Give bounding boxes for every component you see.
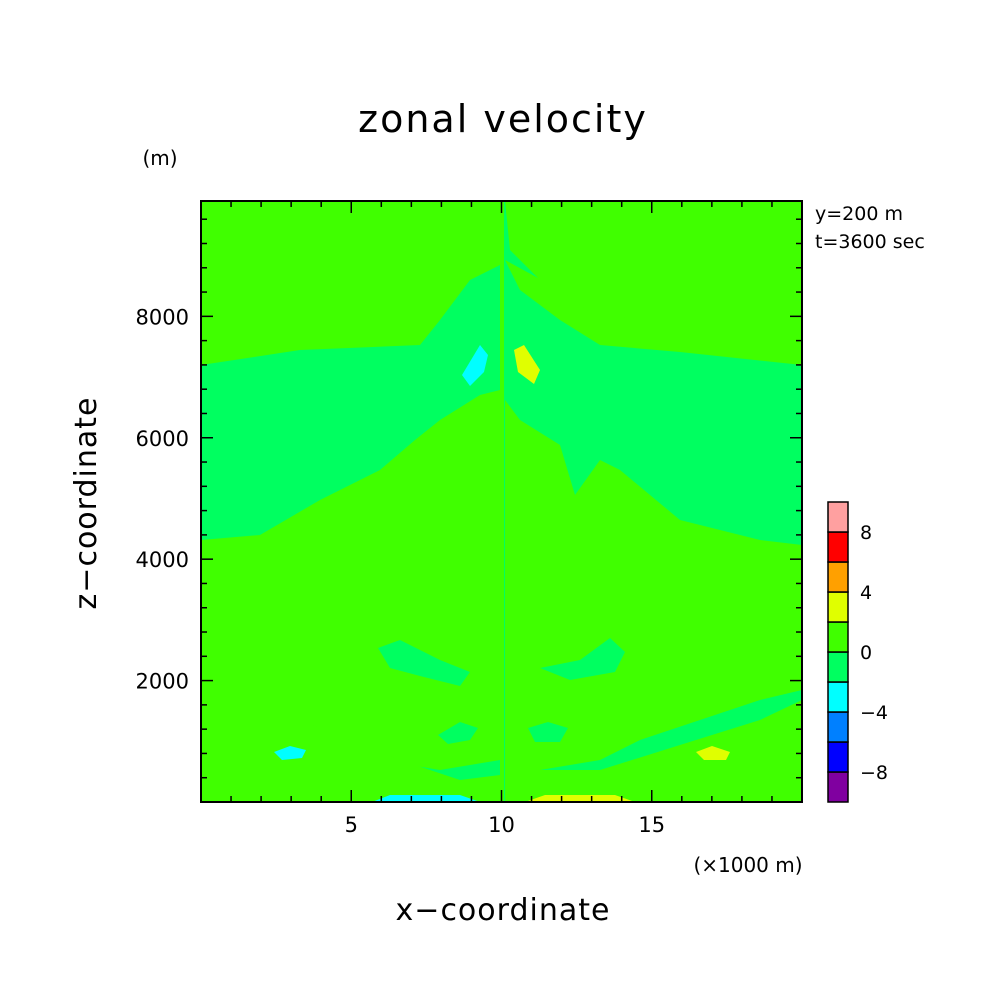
chart-title: zonal velocity (358, 97, 648, 141)
lobe-left-low (438, 722, 478, 744)
colorbar: −8 −4 0 4 8 (827, 501, 888, 803)
x-tick-label: 5 (345, 813, 358, 837)
patch-cyan-upper (462, 345, 488, 386)
y-axis-title: z−coordinate (69, 397, 104, 610)
y-tick-label: 4000 (136, 548, 189, 572)
y-unit: (m) (142, 146, 177, 170)
y-tick-label: 2000 (136, 670, 189, 694)
x-axis-title: x−coordinate (396, 893, 611, 928)
band-bottom-left (201, 690, 500, 802)
colorbar-swatch (827, 651, 849, 683)
colorbar-label: 0 (860, 642, 872, 664)
patch-yellow-bottom (525, 795, 635, 802)
colorbar-label: −4 (860, 702, 888, 724)
x-tick-label: 10 (488, 813, 515, 837)
x-unit: (×1000 m) (693, 853, 802, 877)
x-tick-label: 15 (638, 813, 665, 837)
colorbar-swatch (827, 591, 849, 623)
band-bottom-right (505, 700, 802, 802)
colorbar-swatch (827, 771, 849, 803)
axis-tick-labels: 5 10 15 2000 4000 6000 8000 (136, 305, 666, 837)
patch-yellow-right (696, 746, 730, 760)
annotation-t: t=3600 sec (815, 231, 925, 253)
lobe-right-low (528, 722, 568, 742)
colorbar-swatch (827, 681, 849, 713)
patch-cyan-bottom (372, 795, 480, 802)
band-upper-left (201, 201, 500, 365)
annotation-y: y=200 m (815, 203, 903, 225)
band-centre-lower (201, 540, 500, 770)
contour-field (201, 201, 802, 802)
y-tick-label: 6000 (136, 427, 189, 451)
band-upper-right (505, 260, 802, 365)
lobe-right (540, 638, 625, 680)
colorbar-swatch (827, 621, 849, 653)
colorbar-swatch (827, 561, 849, 593)
lobe-left (378, 640, 470, 686)
patch-cyan-left (274, 746, 306, 760)
y-tick-label: 8000 (136, 305, 189, 329)
patch-yellow-upper (514, 345, 540, 384)
band-top (201, 201, 802, 330)
axis-ticks (201, 201, 802, 802)
colorbar-swatch (827, 501, 849, 533)
colorbar-label: 8 (860, 522, 872, 544)
colorbar-swatch (827, 711, 849, 743)
colorbar-label: 4 (860, 582, 872, 604)
colorbar-swatch (827, 531, 849, 563)
colorbar-swatch (827, 741, 849, 773)
colorbar-label: −8 (860, 762, 888, 784)
